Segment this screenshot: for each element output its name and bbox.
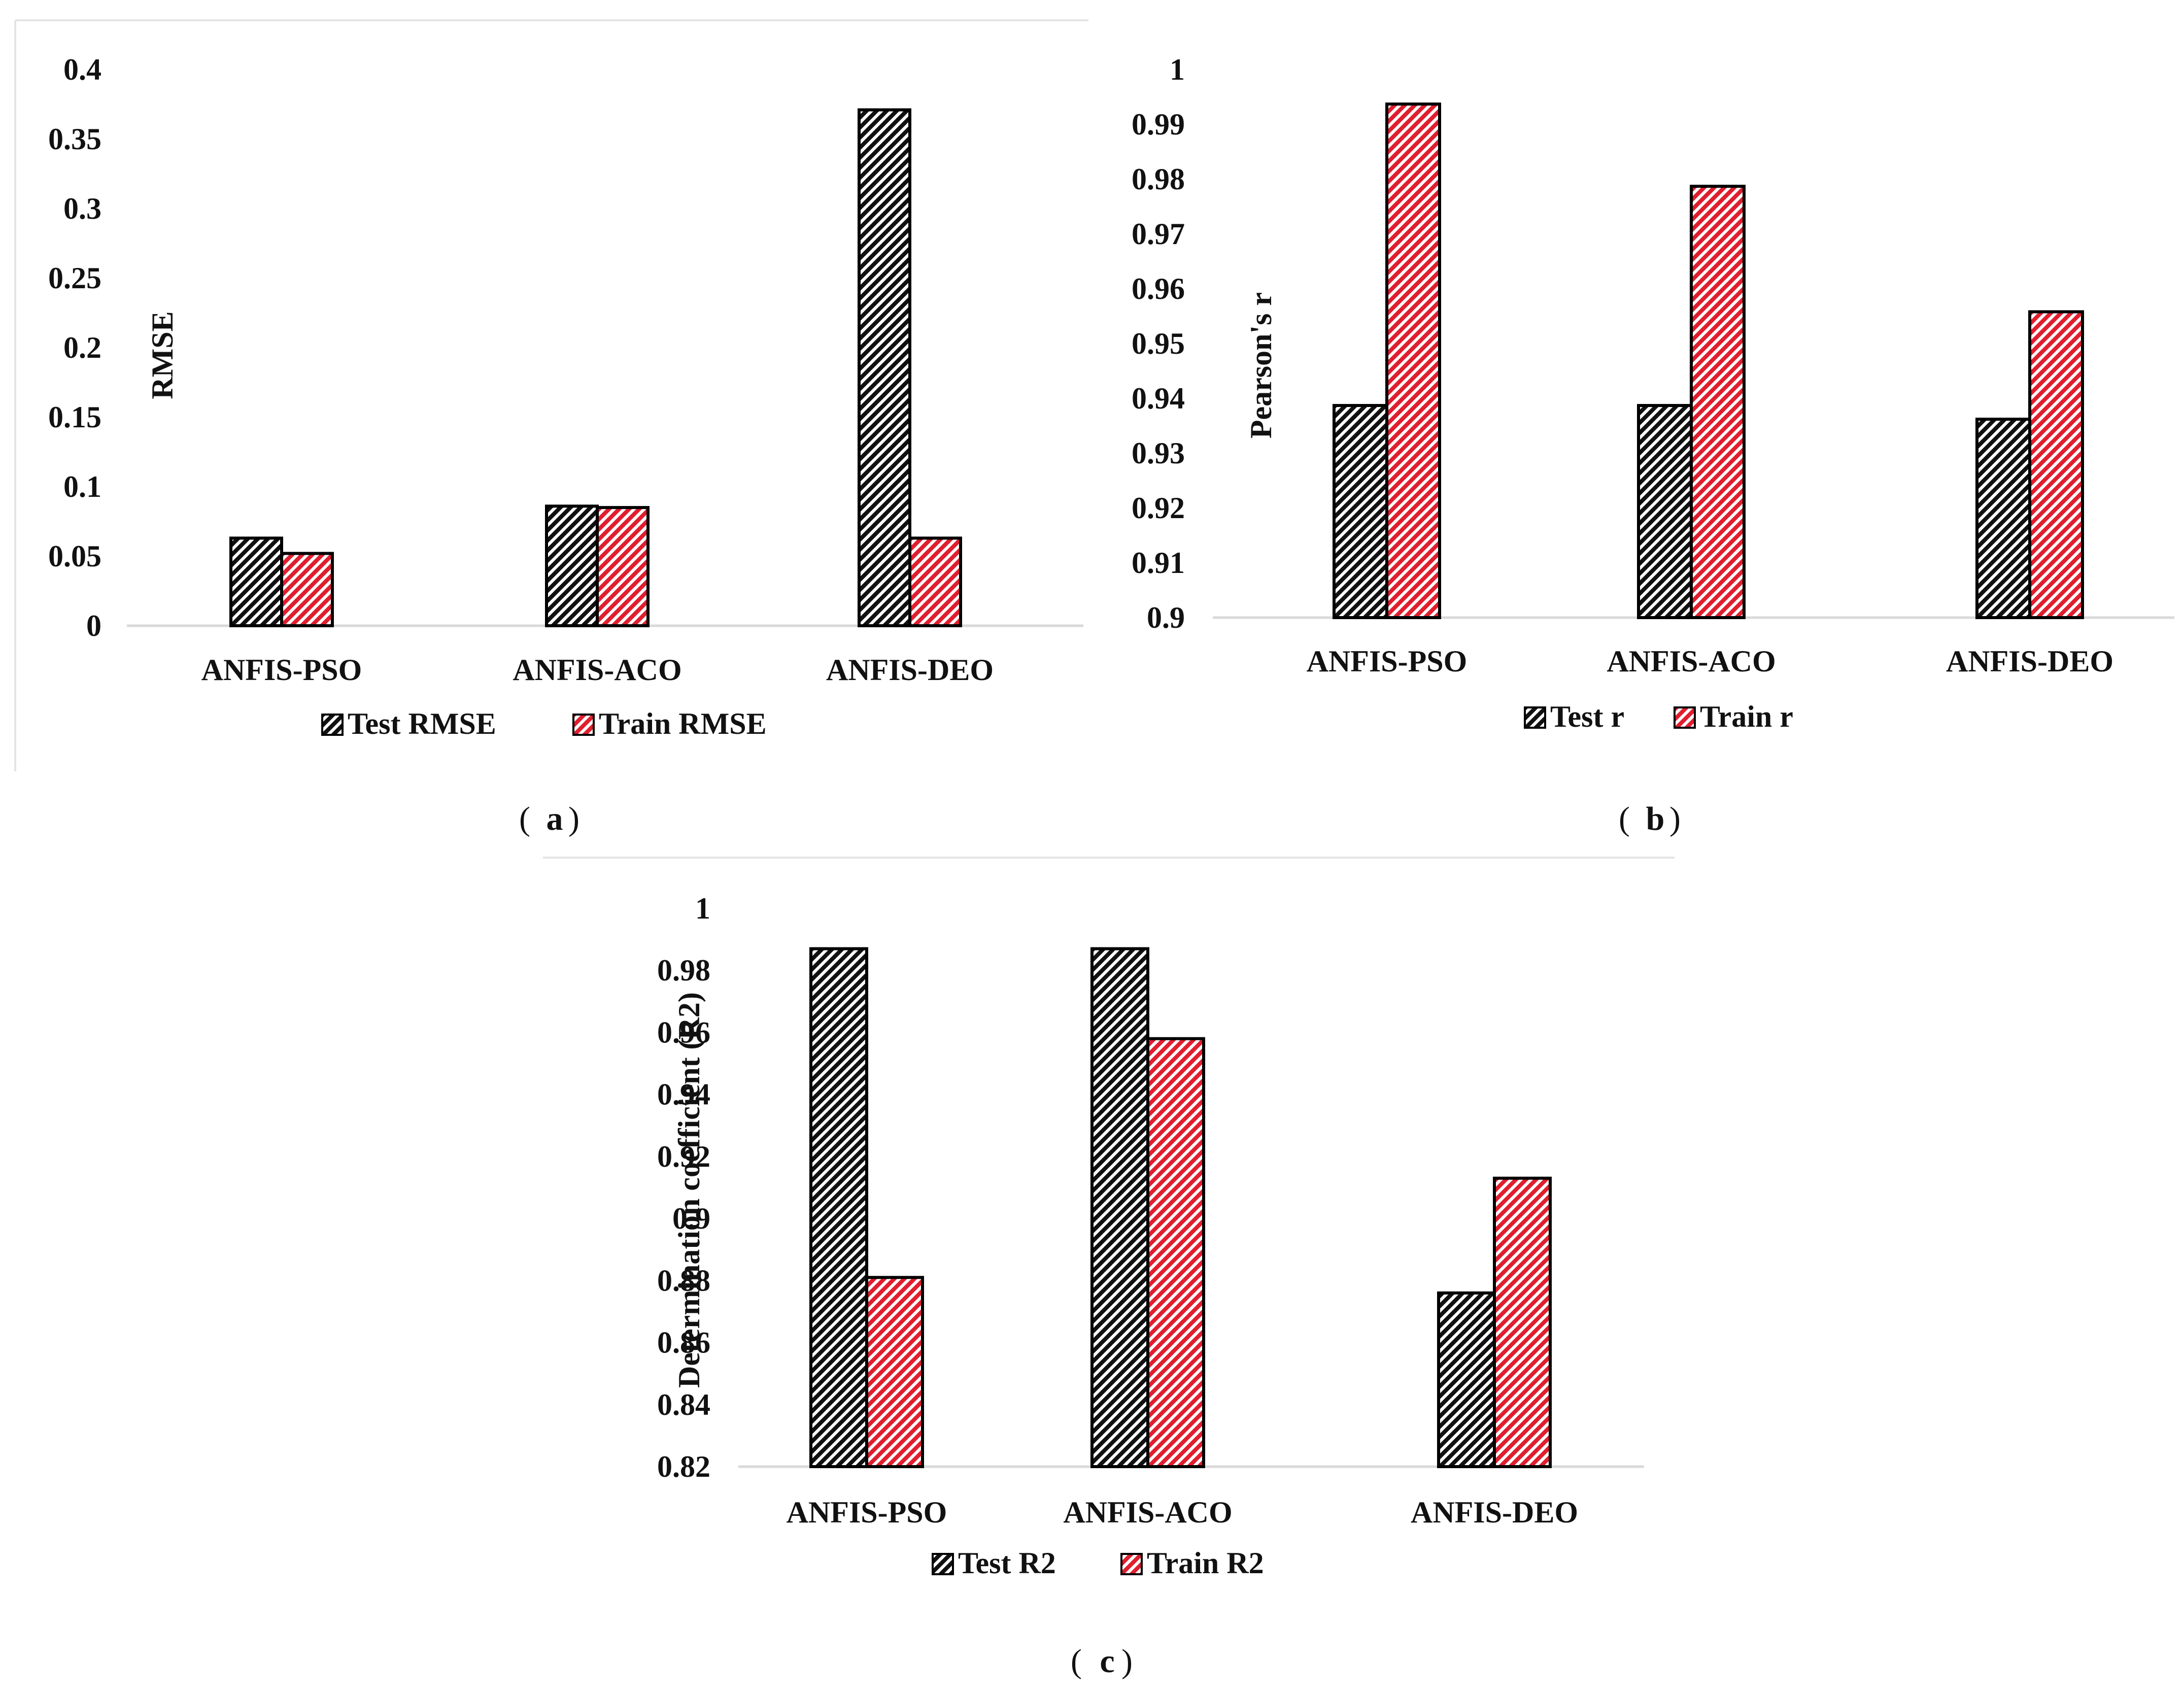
panel-a-legend: Test RMSE Train RMSE (321, 707, 767, 740)
panel-b-category-label: ANFIS-DEO (1946, 645, 2113, 678)
panel-a-bar-train-deo (908, 536, 962, 627)
panel-b-y-tick-label: 0.97 (1132, 217, 1185, 251)
panel-a-caption-letter: a (547, 800, 563, 837)
panel-b-y-tick-label: 0.99 (1132, 108, 1185, 141)
panel-c-category-label: ANFIS-PSO (787, 1496, 947, 1529)
panel-a-x-ticks: ANFIS-PSO ANFIS-ACO ANFIS-DEO (201, 653, 994, 687)
panel-b-y-tick-label: 0.98 (1132, 162, 1185, 196)
panel-a-y-tick-label: 0 (86, 609, 101, 642)
panel-a-bar-test-pso (229, 536, 283, 627)
panel-b-y-ticks: 0.9 0.91 0.92 0.93 0.94 0.95 0.96 0.97 0.98 0.99 1 (1132, 53, 1185, 634)
panel-b-pearson-chart: Pearson's r 0.90.910.920.930.940.950.960… (1132, 53, 2174, 837)
panel-c-y-ticks: 0.82 0.84 0.86 0.88 0.9 0.92 0.94 0.96 0.98 1 (657, 892, 710, 1483)
panel-a-bar-test-aco (545, 504, 599, 627)
panel-c-bar-test-pso (809, 947, 868, 1468)
panel-c-y-tick-label: 0.94 (657, 1078, 710, 1111)
panel-c-bar-train-aco (1146, 1037, 1205, 1468)
panel-c-legend-train-label: Train R2 (1147, 1546, 1264, 1580)
panel-b-bar-test-aco (1637, 404, 1693, 619)
panel-b-caption-open: ( (1619, 800, 1630, 837)
panel-a-y-tick-label: 0.05 (48, 539, 101, 573)
panel-b-bar-train-deo (2028, 310, 2084, 619)
panel-b-legend-test-swatch (1524, 706, 1546, 729)
panel-c-y-tick-label: 0.82 (657, 1450, 710, 1483)
panel-b-bar-test-pso (1333, 404, 1388, 619)
panel-c-caption-letter: c (1100, 1643, 1114, 1680)
panel-a-bars (229, 108, 962, 628)
panel-a-legend-test-label: Test RMSE (348, 707, 496, 740)
panel-a-legend-test-swatch (321, 714, 344, 736)
panel-a-ylabel: RMSE (146, 311, 179, 399)
panel-c-caption-open: ( (1071, 1643, 1082, 1680)
panel-b-y-tick-label: 0.95 (1132, 327, 1185, 360)
panel-a-legend-train-swatch (572, 714, 595, 736)
panel-c-y-tick-label: 0.92 (657, 1140, 710, 1173)
panel-a-y-tick-label: 0.2 (63, 331, 101, 364)
panel-a-y-ticks: 0 0.05 0.1 0.15 0.2 0.25 0.3 0.35 0.4 (48, 53, 101, 642)
panel-c-legend-train-swatch (1120, 1553, 1143, 1575)
panel-c-y-tick-label: 0.88 (657, 1264, 710, 1297)
panel-b-y-tick-label: 0.94 (1132, 382, 1185, 415)
panel-b-y-tick-label: 0.92 (1132, 491, 1185, 525)
panel-a-category-label: ANFIS-PSO (201, 653, 362, 687)
panel-b-ylabel: Pearson's r (1244, 292, 1278, 438)
panel-a-bar-train-pso (280, 552, 334, 628)
panel-c-y-tick-label: 0.98 (657, 954, 710, 987)
panel-b-y-tick-label: 0.91 (1132, 546, 1185, 580)
panel-a-y-tick-label: 0.15 (48, 400, 101, 434)
panel-c-y-tick-label: 0.86 (657, 1326, 710, 1360)
panel-b-bars (1333, 103, 2084, 620)
panel-b-y-tick-label: 0.93 (1132, 436, 1185, 470)
panel-c-legend-test-label: Test R2 (958, 1546, 1056, 1580)
panel-c-y-tick-label: 0.9 (672, 1202, 710, 1235)
panel-a-y-tick-label: 0.1 (63, 470, 101, 503)
panel-c-bar-train-deo (1493, 1176, 1552, 1469)
panel-c-legend: Test R2 Train R2 (932, 1546, 1264, 1580)
panel-b-bar-train-aco (1690, 185, 1746, 620)
panel-b-bar-train-pso (1385, 103, 1441, 620)
panel-c-r2-chart: Determination coefficient (R2) 0.820.840… (657, 892, 1644, 1680)
panel-a-bar-train-aco (596, 506, 650, 627)
panel-a-caption-open: ( (519, 800, 530, 837)
panel-b-category-label: ANFIS-PSO (1307, 645, 1468, 678)
panel-b-legend-test-label: Test r (1550, 700, 1624, 733)
panel-a-y-tick-label: 0.4 (63, 53, 101, 86)
panel-b-bar-test-deo (1975, 418, 2031, 619)
panel-c-bars (809, 947, 1552, 1469)
panel-a-y-tick-label: 0.35 (48, 122, 101, 156)
panel-c-ylabel: Determination coefficient (R2) (672, 992, 706, 1388)
panel-b-caption-close: ) (1669, 800, 1681, 837)
panel-b-caption-letter: b (1646, 800, 1665, 837)
panel-c-bar-test-deo (1437, 1291, 1496, 1469)
panel-a-category-label: ANFIS-ACO (513, 653, 681, 687)
panel-a-category-label: ANFIS-DEO (826, 653, 994, 687)
panel-b-y-tick-label: 0.9 (1147, 601, 1185, 634)
panel-c-category-label: ANFIS-DEO (1411, 1496, 1578, 1529)
panel-c-category-label: ANFIS-ACO (1063, 1496, 1232, 1529)
panel-c-bar-test-aco (1090, 947, 1149, 1468)
panel-a-y-tick-label: 0.3 (63, 192, 101, 225)
panel-a-caption-close: ) (568, 800, 579, 837)
panel-c-y-tick-label: 0.96 (657, 1015, 710, 1049)
panel-c-y-tick-label: 0.84 (657, 1388, 710, 1421)
panel-b-category-label: ANFIS-ACO (1607, 645, 1776, 678)
panel-b-y-tick-label: 1 (1170, 53, 1185, 86)
panel-b-legend: Test r Train r (1524, 700, 1793, 733)
panel-c-caption-close: ) (1121, 1643, 1133, 1680)
panel-a-bar-test-deo (858, 108, 911, 627)
panel-c-y-tick-label: 1 (695, 892, 710, 925)
panel-b-legend-train-label: Train r (1700, 700, 1793, 733)
panel-c-x-ticks: ANFIS-PSO ANFIS-ACO ANFIS-DEO (787, 1496, 1578, 1529)
panel-b-legend-train-swatch (1674, 706, 1696, 729)
panel-c-bar-train-pso (865, 1276, 924, 1468)
panel-a-rmse-chart: RMSE 0 0.05 0.1 0.15 0.2 0.25 0.3 0.35 0.4 ANFIS… (48, 53, 1083, 837)
panel-c-legend-test-swatch (932, 1553, 954, 1575)
panel-b-x-ticks: ANFIS-PSO ANFIS-ACO ANFIS-DEO (1307, 645, 2113, 678)
panel-a-y-tick-label: 0.25 (48, 261, 101, 295)
panel-a-legend-train-label: Train RMSE (599, 707, 767, 740)
panel-b-y-tick-label: 0.96 (1132, 272, 1185, 306)
